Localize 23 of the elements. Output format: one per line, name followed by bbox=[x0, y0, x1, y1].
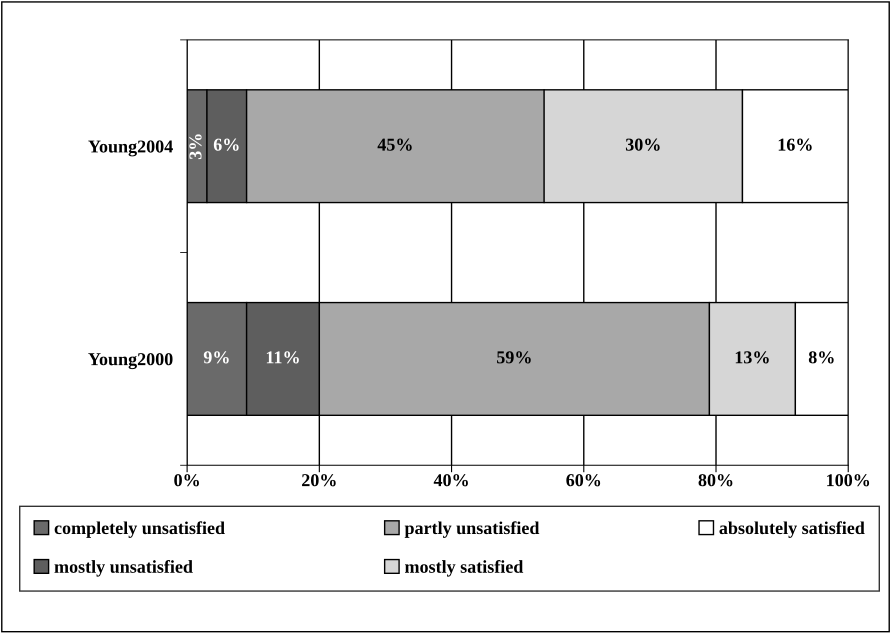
data-label: 9% bbox=[204, 351, 229, 364]
data-label: 30% bbox=[626, 138, 660, 151]
data-label: 3% bbox=[189, 134, 202, 160]
x-tick-label: 40% bbox=[434, 474, 468, 486]
data-label: 8% bbox=[808, 351, 834, 364]
legend-label: completely unsatisfied bbox=[54, 521, 225, 538]
legend-label: absolutely satisfied bbox=[719, 521, 865, 538]
x-tick-label: 100% bbox=[827, 474, 870, 486]
x-tick-label: 60% bbox=[566, 474, 600, 486]
legend-label: mostly satisfied bbox=[404, 560, 524, 577]
data-label: 59% bbox=[497, 351, 531, 364]
x-tick-label: 20% bbox=[302, 474, 336, 486]
data-label: 11% bbox=[266, 351, 299, 364]
legend-label: partly unsatisfied bbox=[404, 521, 540, 538]
y-tick-label: Young2004 bbox=[88, 140, 173, 156]
legend-label: mostly unsatisfied bbox=[54, 560, 193, 577]
data-label: 6% bbox=[214, 138, 239, 151]
data-label: 45% bbox=[378, 138, 412, 151]
y-tick-label: Young2000 bbox=[88, 353, 173, 370]
data-label: 13% bbox=[736, 351, 769, 364]
x-tick-label: 0% bbox=[174, 474, 199, 486]
x-tick-label: 80% bbox=[698, 474, 732, 486]
data-label: 16% bbox=[778, 138, 812, 151]
